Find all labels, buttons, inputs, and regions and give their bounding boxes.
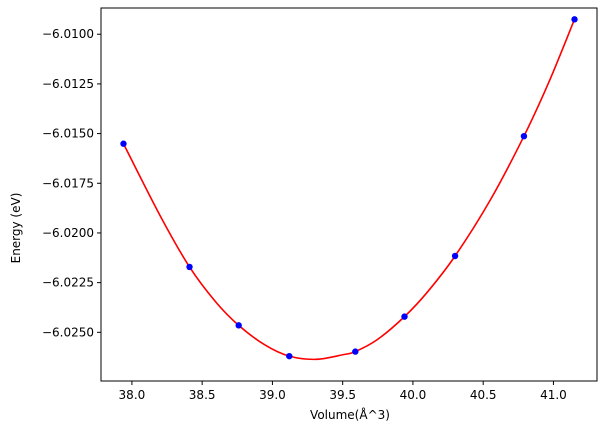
data-point	[571, 16, 578, 23]
x-tick-label: 39.5	[329, 388, 356, 402]
data-point	[352, 348, 359, 355]
plot-frame	[100, 7, 598, 382]
data-point	[451, 252, 459, 260]
x-tick-label: 38.5	[189, 388, 216, 402]
y-tick-label: −6.0100	[42, 27, 94, 41]
data-point	[520, 132, 528, 140]
y-tick-label: −6.0175	[42, 176, 94, 190]
x-tick-label: 38.0	[119, 388, 146, 402]
x-tick-label: 41.0	[540, 388, 567, 402]
y-tick-label: −6.0250	[42, 325, 94, 339]
y-tick-label: −6.0125	[42, 77, 94, 91]
y-tick-label: −6.0200	[42, 226, 94, 240]
data-point	[186, 263, 193, 271]
data-point	[286, 352, 293, 360]
data-point	[401, 313, 408, 320]
x-tick-label: 40.0	[400, 388, 427, 402]
x-tick-label: 39.0	[259, 388, 286, 402]
y-tick-label: −6.0225	[42, 276, 94, 290]
x-axis-title: Volume(Å^3)	[310, 407, 390, 422]
fit-curve	[122, 19, 576, 361]
x-tick-label: 40.5	[470, 388, 497, 402]
data-point	[235, 322, 242, 329]
data-point	[120, 140, 127, 147]
y-tick-label: −6.0150	[42, 127, 94, 141]
y-axis-title: Energy (eV)	[9, 193, 23, 264]
